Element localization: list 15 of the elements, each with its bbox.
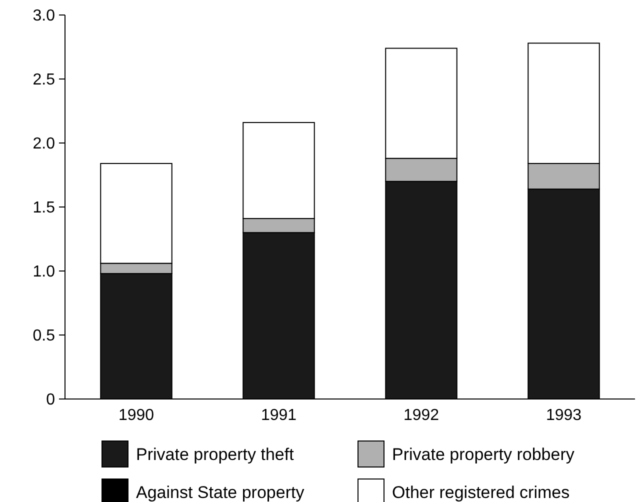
y-tick-label: 1.5 (32, 200, 56, 217)
legend-label: Other registered crimes (392, 482, 570, 502)
y-tick-label: 0.5 (32, 328, 56, 345)
y-tick-label: 2.5 (32, 72, 56, 89)
y-tick-label: 2.0 (32, 136, 56, 153)
legend-label: Private property theft (136, 444, 294, 464)
legend-label: Private property robbery (392, 444, 575, 464)
x-tick-label: 1990 (118, 407, 154, 424)
y-tick-label: 1.0 (32, 264, 56, 281)
x-tick-label: 1993 (546, 407, 582, 424)
y-tick-label: 3.0 (32, 8, 56, 25)
y-tick-label: 0 (46, 392, 56, 409)
legend-label: Against State property (136, 482, 305, 502)
x-tick-label: 1991 (260, 407, 297, 424)
x-tick-label: 1992 (403, 407, 440, 424)
